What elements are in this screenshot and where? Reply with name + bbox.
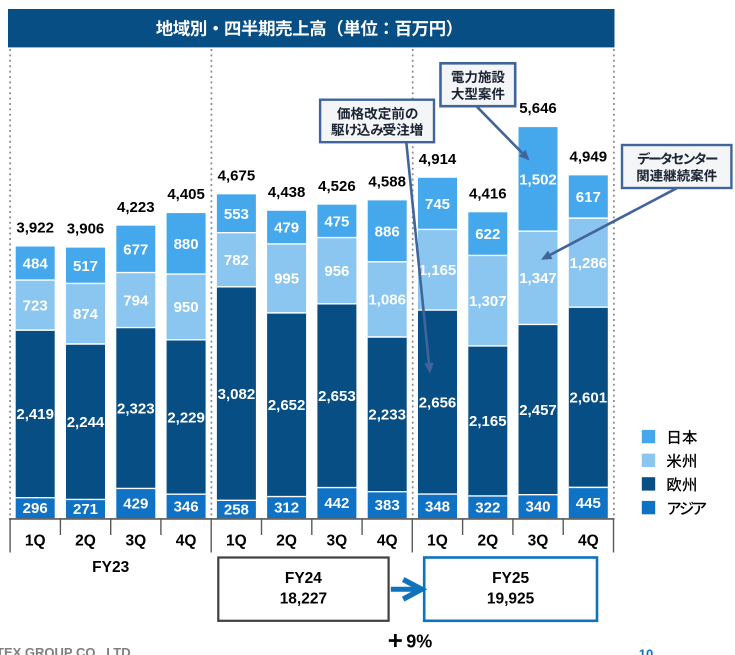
svg-text:3,906: 3,906: [67, 221, 105, 238]
svg-text:2Q: 2Q: [75, 532, 96, 549]
svg-text:4,914: 4,914: [419, 151, 457, 168]
svg-text:880: 880: [174, 236, 199, 253]
svg-text:429: 429: [123, 496, 148, 513]
svg-text:956: 956: [324, 263, 349, 280]
svg-text:4,438: 4,438: [268, 184, 306, 201]
svg-text:2,601: 2,601: [570, 390, 608, 407]
svg-text:322: 322: [475, 499, 500, 516]
svg-text:484: 484: [23, 256, 49, 273]
svg-text:2Q: 2Q: [276, 532, 297, 549]
svg-text:19,925: 19,925: [487, 591, 535, 608]
svg-text:442: 442: [324, 495, 349, 512]
svg-text:TEX GROUP CO., LTD: TEX GROUP CO., LTD: [0, 645, 131, 655]
svg-text:4,949: 4,949: [570, 149, 608, 166]
svg-text:340: 340: [525, 499, 550, 516]
svg-text:723: 723: [23, 297, 48, 314]
svg-text:479: 479: [274, 220, 299, 237]
svg-text:4Q: 4Q: [176, 532, 197, 549]
svg-text:677: 677: [123, 241, 148, 258]
svg-text:782: 782: [224, 252, 249, 269]
svg-text:445: 445: [576, 495, 601, 512]
svg-text:2,652: 2,652: [268, 397, 306, 414]
svg-text:4,588: 4,588: [368, 174, 406, 191]
svg-text:FY23: FY23: [92, 559, 129, 576]
svg-text:995: 995: [274, 271, 299, 288]
svg-text:383: 383: [375, 497, 400, 514]
svg-text:4Q: 4Q: [578, 532, 599, 549]
svg-text:312: 312: [274, 500, 299, 517]
svg-text:2,457: 2,457: [519, 402, 557, 419]
svg-text:2,656: 2,656: [419, 394, 457, 411]
svg-text:1Q: 1Q: [427, 532, 448, 549]
svg-text:617: 617: [576, 189, 601, 206]
svg-text:1,086: 1,086: [368, 292, 406, 309]
svg-text:3Q: 3Q: [125, 532, 146, 549]
svg-text:794: 794: [123, 292, 149, 309]
svg-text:4,405: 4,405: [167, 186, 205, 203]
svg-text:950: 950: [174, 299, 199, 316]
svg-text:FY25: FY25: [492, 570, 529, 587]
svg-text:745: 745: [425, 196, 450, 213]
svg-text:517: 517: [73, 258, 98, 275]
svg-text:2Q: 2Q: [477, 532, 498, 549]
svg-text:5,646: 5,646: [519, 100, 557, 117]
svg-text:1,502: 1,502: [519, 171, 557, 188]
svg-text:2,233: 2,233: [368, 407, 406, 424]
svg-text:475: 475: [324, 213, 349, 230]
svg-text:1Q: 1Q: [25, 532, 46, 549]
svg-text:622: 622: [475, 226, 500, 243]
svg-text:2,419: 2,419: [16, 406, 54, 423]
svg-text:18,227: 18,227: [280, 591, 327, 608]
svg-text:258: 258: [224, 502, 249, 519]
svg-text:874: 874: [73, 306, 99, 323]
svg-text:886: 886: [375, 223, 400, 240]
svg-text:348: 348: [425, 498, 450, 515]
svg-text:2,165: 2,165: [469, 413, 507, 430]
svg-text:2,229: 2,229: [167, 409, 205, 426]
svg-text:2,653: 2,653: [318, 388, 356, 405]
svg-text:553: 553: [224, 206, 249, 223]
svg-text:346: 346: [174, 499, 199, 516]
svg-text:9%: 9%: [406, 632, 432, 652]
svg-text:4,416: 4,416: [469, 185, 507, 202]
svg-text:3Q: 3Q: [528, 532, 549, 549]
svg-text:2,244: 2,244: [67, 414, 105, 431]
svg-text:4,526: 4,526: [318, 178, 356, 195]
svg-text:4Q: 4Q: [377, 532, 398, 549]
svg-text:4,223: 4,223: [117, 199, 155, 216]
svg-text:4,675: 4,675: [218, 168, 256, 185]
svg-text:1,307: 1,307: [469, 293, 507, 310]
svg-text:1,347: 1,347: [519, 270, 557, 287]
svg-text:3,922: 3,922: [16, 220, 54, 237]
svg-text:FY24: FY24: [285, 570, 322, 587]
svg-text:3Q: 3Q: [327, 532, 348, 549]
svg-text:3,082: 3,082: [218, 386, 256, 403]
svg-text:1,165: 1,165: [419, 262, 457, 279]
svg-text:296: 296: [23, 500, 48, 517]
svg-text:1Q: 1Q: [226, 532, 247, 549]
svg-text:1,286: 1,286: [570, 255, 608, 272]
svg-text:271: 271: [73, 501, 98, 518]
svg-text:2,323: 2,323: [117, 400, 155, 417]
svg-text:10: 10: [639, 646, 653, 655]
